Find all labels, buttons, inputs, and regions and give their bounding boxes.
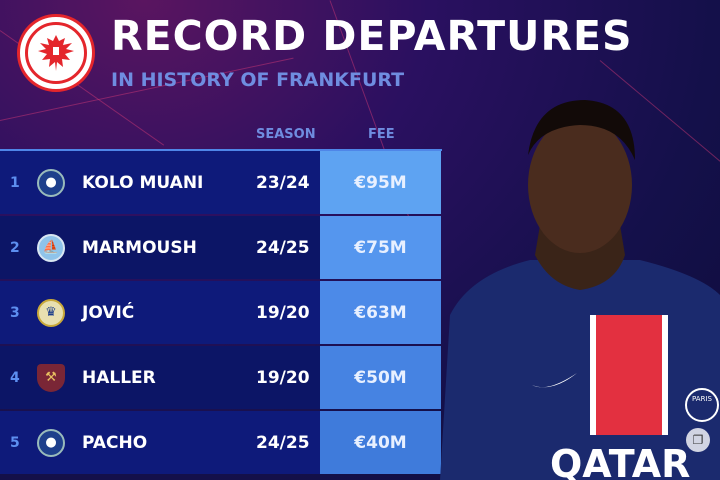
fee: €50M bbox=[320, 346, 441, 409]
table-row: 4 ⚒ HALLER 19/20 €50M bbox=[0, 346, 442, 409]
psg-crest-icon: ● bbox=[37, 428, 65, 457]
season: 24/25 bbox=[256, 237, 310, 258]
table-row: 1 ● KOLO MUANI 23/24 €95M bbox=[0, 151, 442, 214]
table-row: 3 ♛ JOVIĆ 19/20 €63M bbox=[0, 281, 442, 344]
page-subtitle: IN HISTORY OF FRANKFURT bbox=[111, 69, 405, 91]
gallery-icon[interactable]: ❐ bbox=[686, 428, 710, 452]
player-name: HALLER bbox=[82, 367, 156, 388]
rank: 5 bbox=[10, 434, 20, 451]
season: 24/25 bbox=[256, 432, 310, 453]
season: 19/20 bbox=[256, 302, 310, 323]
fee: €75M bbox=[320, 216, 441, 279]
rank: 2 bbox=[10, 239, 20, 256]
season: 19/20 bbox=[256, 367, 310, 388]
west-ham-crest-icon: ⚒ bbox=[37, 363, 65, 392]
column-header-season: SEASON bbox=[256, 127, 316, 142]
table-row: 5 ● PACHO 24/25 €40M bbox=[0, 411, 442, 474]
svg-text:PARIS: PARIS bbox=[692, 395, 712, 403]
fee: €63M bbox=[320, 281, 441, 344]
page-title: RECORD DEPARTURES bbox=[111, 12, 633, 60]
svg-text:QATAR: QATAR bbox=[550, 442, 690, 480]
eagle-icon bbox=[38, 35, 74, 71]
table-top-divider bbox=[0, 149, 442, 151]
rank: 4 bbox=[10, 369, 20, 386]
fee: €95M bbox=[320, 151, 441, 214]
frankfurt-logo bbox=[17, 14, 95, 92]
table-row: 2 ⛵ MARMOUSH 24/25 €75M bbox=[0, 216, 442, 279]
player-name: KOLO MUANI bbox=[82, 172, 204, 193]
season: 23/24 bbox=[256, 172, 310, 193]
column-header-fee: FEE bbox=[368, 127, 395, 142]
player-name: JOVIĆ bbox=[82, 302, 135, 323]
fee: €40M bbox=[320, 411, 441, 474]
player-name: PACHO bbox=[82, 432, 148, 453]
man-city-crest-icon: ⛵ bbox=[37, 233, 65, 262]
psg-crest-icon: ● bbox=[37, 168, 65, 197]
player-photo: PARIS QATAR bbox=[440, 100, 720, 480]
rank: 1 bbox=[10, 174, 20, 191]
player-name: MARMOUSH bbox=[82, 237, 197, 258]
real-madrid-crest-icon: ♛ bbox=[37, 298, 65, 327]
rank: 3 bbox=[10, 304, 20, 321]
